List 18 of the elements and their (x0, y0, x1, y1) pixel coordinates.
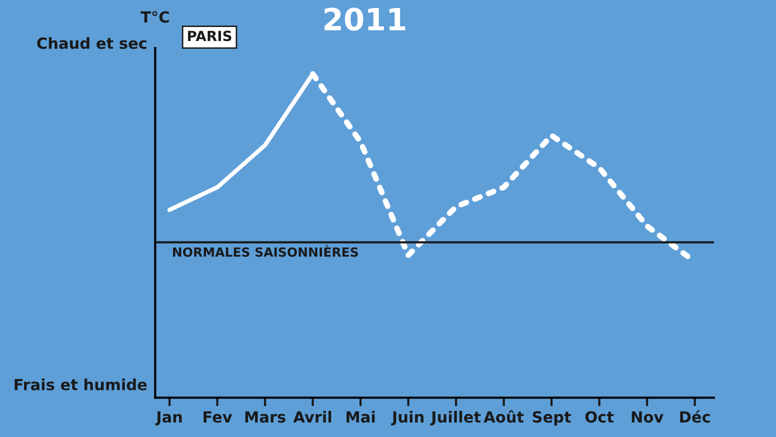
text: 2011 (324, 8, 406, 31)
ref-line-label: NORMALES SAISONNIÈRES (173, 245, 358, 257)
x-tick-label: Déc (680, 410, 710, 423)
x-tick-label: Juin (391, 410, 424, 426)
x-tick-label: Oct (585, 411, 614, 423)
x-tick-label: Mai (346, 410, 375, 423)
x-tick-label: Nov (632, 411, 664, 423)
y-axis-title: T°C (140, 11, 169, 23)
text: Chaud et sec (37, 37, 146, 49)
x-tick-label: Juillet (430, 410, 481, 426)
text: Frais et humide (14, 378, 147, 390)
x-tick-label: Jan (155, 411, 182, 426)
x-tick-label: Août (484, 410, 524, 423)
x-tick-label: Avril (293, 410, 332, 422)
x-tick-label: Sept (532, 411, 572, 426)
x-tick-label: Mars (245, 411, 286, 423)
x-tick-label: Fev (204, 411, 232, 423)
text: PARIS (188, 30, 232, 42)
